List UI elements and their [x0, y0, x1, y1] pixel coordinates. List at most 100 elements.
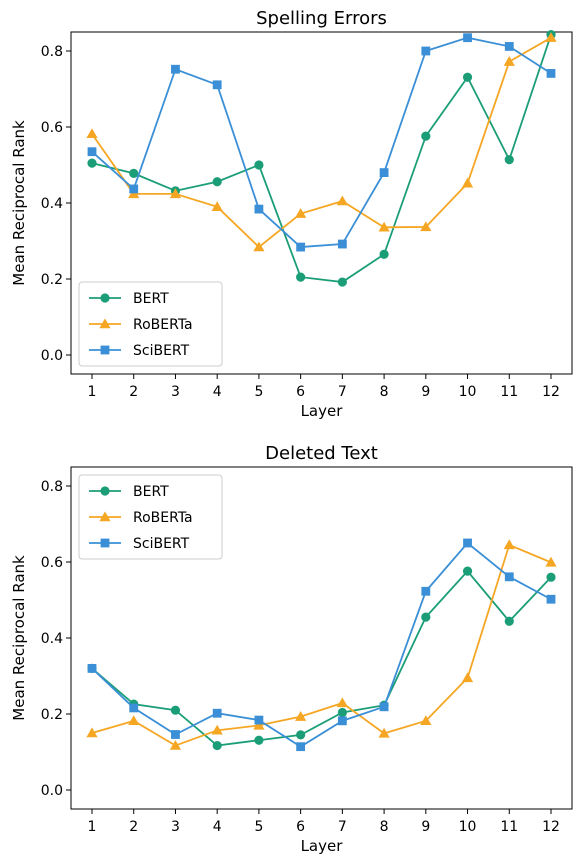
legend-box: [78, 474, 223, 560]
data-point: [337, 716, 347, 726]
y-tick-label: 0.6: [41, 555, 63, 571]
x-tick-label: 9: [421, 384, 430, 400]
data-point: [171, 64, 180, 74]
data-point: [253, 719, 265, 730]
legend-entry: SciBERT: [89, 343, 190, 359]
data-point: [463, 33, 472, 43]
data-point: [254, 160, 264, 170]
y-tick-label: 0.0: [41, 783, 63, 799]
data-point: [546, 594, 556, 604]
data-point: [461, 672, 474, 683]
y-tick-label: 0.4: [41, 196, 63, 212]
legend-label: RoBERTa: [133, 510, 193, 526]
x-axis-label: Layer: [301, 837, 344, 855]
data-point: [504, 155, 514, 165]
data-point: [379, 168, 389, 177]
data-point: [296, 272, 306, 282]
legend-box: [78, 281, 223, 367]
data-point: [211, 201, 223, 211]
y-tick-label: 0.8: [41, 479, 63, 495]
legend-marker: [99, 318, 111, 329]
data-point: [337, 239, 347, 249]
data-point: [129, 184, 139, 194]
data-point: [296, 242, 306, 252]
data-point: [504, 572, 514, 582]
chart-title: Deleted Text: [265, 443, 378, 464]
data-point: [171, 730, 180, 739]
data-point: [253, 241, 265, 252]
series-scibert: [87, 538, 556, 752]
y-tick-label: 0.4: [41, 631, 63, 647]
x-tick-label: 6: [296, 384, 305, 400]
data-point: [545, 32, 557, 42]
series-line: [91, 543, 552, 747]
data-point: [86, 128, 98, 139]
data-point: [503, 539, 515, 550]
chart-title: Spelling Errors: [256, 8, 387, 29]
x-tick-label: 8: [380, 819, 389, 835]
series-roberta: [86, 539, 557, 750]
y-tick-label: 0.0: [41, 348, 63, 364]
data-point: [461, 177, 474, 188]
x-tick-label: 1: [88, 384, 97, 400]
data-point: [545, 556, 557, 567]
data-point: [129, 703, 139, 713]
series-bert: [87, 30, 556, 287]
data-point: [379, 249, 389, 259]
x-tick-label: 5: [254, 384, 263, 400]
x-tick-label: 3: [171, 819, 180, 835]
legend-label: BERT: [133, 291, 169, 307]
series-roberta: [86, 32, 557, 252]
y-tick-label: 0.8: [41, 44, 63, 60]
data-point: [421, 612, 431, 622]
data-point: [421, 586, 431, 596]
legend-entry: BERT: [89, 291, 169, 307]
legend-marker: [100, 345, 110, 355]
x-tick-label: 11: [500, 384, 518, 400]
x-tick-label: 8: [380, 384, 389, 400]
data-point: [295, 208, 307, 218]
legend-marker: [99, 511, 111, 522]
x-tick-label: 2: [129, 819, 138, 835]
data-point: [421, 131, 431, 141]
y-axis-label: Mean Reciprocal Rank: [10, 555, 28, 721]
data-point: [421, 46, 431, 56]
data-point: [337, 277, 347, 287]
series-line: [91, 36, 552, 249]
data-point: [128, 715, 140, 726]
data-point: [86, 727, 98, 738]
legend-label: SciBERT: [133, 536, 190, 552]
data-point: [546, 69, 556, 78]
x-tick-label: 4: [213, 384, 222, 400]
x-tick-label: 3: [171, 384, 180, 400]
legend-entry: BERT: [89, 484, 169, 500]
x-tick-label: 6: [296, 819, 305, 835]
data-point: [254, 204, 264, 214]
data-point: [463, 538, 472, 548]
data-point: [87, 158, 97, 168]
y-tick-label: 0.2: [41, 707, 63, 723]
data-point: [336, 195, 348, 206]
series-line: [91, 569, 552, 747]
legend: BERT RoBERTa SciBERT: [78, 474, 223, 560]
x-tick-label: 11: [500, 819, 518, 835]
data-point: [378, 727, 390, 738]
legend-label: RoBERTa: [133, 317, 193, 333]
x-axis-label: Layer: [301, 402, 344, 420]
data-point: [212, 80, 222, 90]
data-point: [211, 724, 223, 735]
data-point: [87, 147, 97, 157]
legend-entry: RoBERTa: [89, 510, 193, 526]
data-point: [337, 707, 347, 718]
y-tick-label: 0.6: [41, 120, 63, 136]
legend-entry: SciBERT: [89, 536, 190, 552]
data-point: [504, 42, 514, 51]
legend-entry: RoBERTa: [89, 317, 193, 333]
data-point: [295, 711, 307, 721]
data-point: [169, 188, 182, 199]
data-point: [87, 664, 97, 673]
x-tick-label: 7: [338, 819, 347, 835]
data-point: [254, 715, 264, 725]
data-point: [378, 221, 390, 232]
